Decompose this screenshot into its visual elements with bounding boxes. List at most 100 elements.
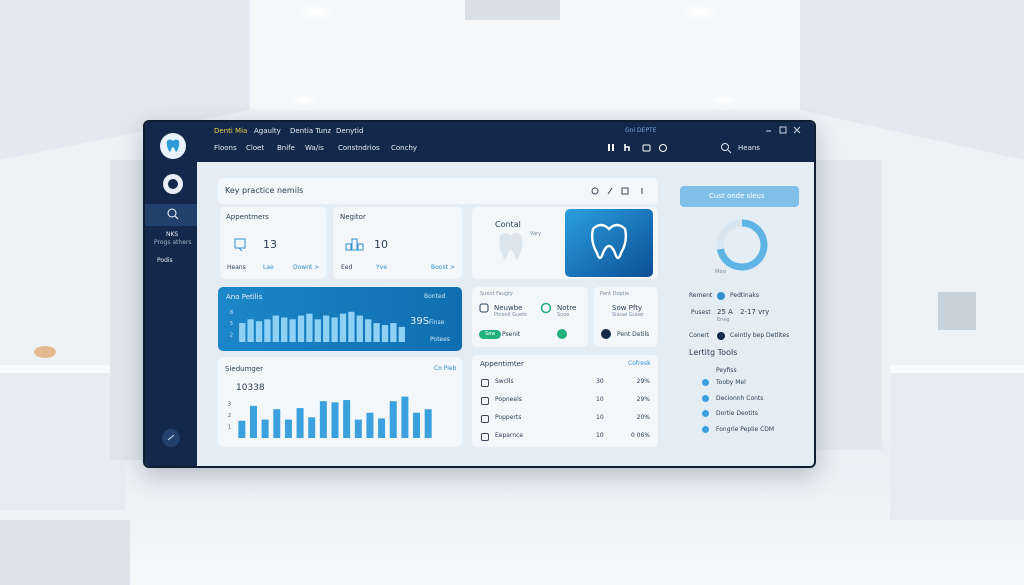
bar [331, 402, 339, 438]
toolbar-icons[interactable] [606, 142, 676, 154]
row-icon [481, 433, 489, 441]
bar [343, 400, 351, 438]
tooth-illustration [499, 233, 523, 260]
bar [401, 396, 409, 438]
tool-icon [702, 394, 709, 402]
side-row-value: Pedtinaks [730, 292, 760, 299]
row-percent: 20% [636, 414, 650, 421]
bar [381, 325, 389, 342]
bar [239, 323, 246, 342]
tool-icon [702, 379, 709, 386]
sidebar-item[interactable]: Progs athers [154, 239, 192, 246]
side-row-sub: Eneg [717, 317, 730, 323]
bar [296, 408, 304, 438]
row-count: 10 [596, 432, 604, 439]
donut-label: Mesi [715, 269, 727, 275]
quick-icon [479, 303, 489, 313]
menu-item[interactable]: Dentia Tunz [290, 127, 332, 135]
quick-icon [601, 329, 611, 339]
tool-item[interactable]: Decionnh Conts [716, 394, 764, 402]
usage-chart: 1 2 3 [228, 396, 432, 438]
quick-sub: Pinenll Guets [494, 312, 527, 318]
nav-item[interactable]: Bnife [277, 144, 295, 152]
nav-item[interactable]: Constndrios [338, 144, 380, 152]
bar [365, 319, 372, 342]
nav-item[interactable]: Floons [214, 144, 237, 152]
stat-card[interactable] [220, 207, 326, 279]
bar [247, 319, 254, 342]
stat-label: Lae [263, 264, 274, 271]
sidebar-link-icon[interactable] [161, 428, 181, 448]
sidebar-item[interactable]: NKS [166, 231, 179, 238]
tool-item[interactable]: Dortie Deotits [716, 410, 758, 417]
quick-icon [557, 329, 567, 339]
sidebar-icon[interactable] [161, 172, 185, 196]
bar [289, 319, 296, 342]
tool-item[interactable]: Fongrle Peplie CDM [716, 425, 775, 433]
stat-link[interactable]: Boost > [431, 264, 455, 271]
search-icon[interactable] [166, 207, 180, 221]
y-tick-label: 5 [230, 321, 233, 327]
bar [398, 326, 405, 342]
quick-footer[interactable]: Pent Detils [617, 331, 650, 338]
promo-title: Contal [495, 220, 521, 229]
logo[interactable] [158, 131, 188, 161]
quick-title: Pent Doptie [600, 291, 630, 297]
window-controls[interactable] [764, 126, 804, 136]
y-tick-label: 3 [228, 402, 231, 408]
menu-item[interactable]: Denytid [336, 127, 364, 135]
quick-badge[interactable]: Sew [479, 330, 502, 339]
row-name: Popneels [495, 396, 522, 403]
nav-item[interactable]: Wa/is [305, 144, 324, 152]
quick-label: Sow Pfty [612, 304, 643, 312]
appointments-title: Appentimter [480, 360, 524, 368]
appointments-link[interactable]: Cofresk [628, 360, 651, 367]
top-bar [145, 122, 814, 162]
bar [314, 319, 321, 342]
stat-label: Eed [341, 264, 353, 271]
usage-title: Siedumger [225, 365, 264, 373]
bar [348, 311, 355, 342]
bar [272, 315, 279, 342]
stat-link[interactable]: Downt > [293, 264, 320, 271]
bar [264, 319, 271, 342]
tool-icon [702, 410, 709, 417]
brand[interactable]: Denti Mia [214, 127, 248, 135]
y-tick-label: 2 [230, 332, 233, 338]
y-tick-label: 1 [228, 425, 231, 431]
trend-highlight-label: Finse [429, 319, 445, 326]
side-row-value: 2-17 vry [740, 308, 770, 316]
side-button[interactable] [680, 186, 799, 207]
row-percent: 0 06% [630, 432, 650, 439]
usage-link[interactable]: Co Pieb [434, 365, 457, 372]
user-name[interactable]: Heans [738, 144, 760, 152]
row-count: 10 [596, 396, 604, 403]
quick-badge-text: Psenit [502, 331, 521, 338]
stat-icon [345, 238, 364, 251]
row-percent: 29% [636, 378, 650, 385]
nav-item[interactable]: Cloet [246, 144, 265, 152]
overview-actions[interactable] [590, 186, 650, 196]
row-count: 30 [596, 378, 604, 385]
nav-item[interactable]: Conchy [391, 144, 418, 152]
tool-item[interactable]: Tooby Mel [716, 379, 746, 386]
side-button-label[interactable]: Cust onde sleus [709, 192, 765, 200]
bar [390, 323, 397, 342]
search-icon[interactable] [720, 142, 734, 154]
tooth-card [565, 209, 653, 277]
sidebar-active-row [145, 204, 197, 226]
bar [306, 313, 313, 342]
trend-footer: Potees [430, 336, 450, 343]
bar [339, 313, 347, 342]
stat-card[interactable] [333, 207, 462, 279]
bar [378, 418, 386, 438]
sidebar-item[interactable]: Podis [157, 257, 173, 264]
quick-label: Neuwbe [494, 304, 523, 312]
row-icon [481, 415, 489, 423]
menu-item[interactable]: Agaulty [254, 127, 281, 135]
promo-note: Vary [530, 231, 542, 237]
overview-title: Key practice nemils [225, 186, 304, 195]
appointments-card [472, 355, 658, 447]
